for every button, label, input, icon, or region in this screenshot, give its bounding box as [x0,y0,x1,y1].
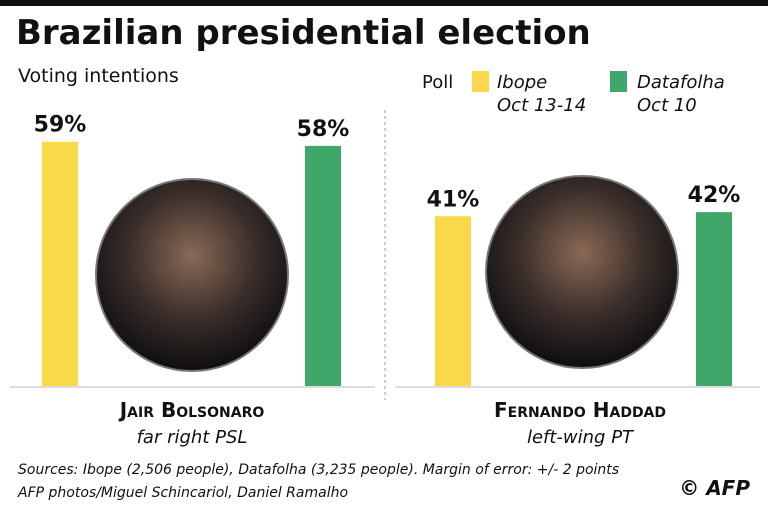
value-label: 58% [297,117,350,142]
bar [696,212,732,386]
legend-date: Oct 13-14 [497,95,586,116]
candidate-name: Jair Bolsonaro [118,398,265,422]
chart-title: Brazilian presidential election [16,13,591,53]
bar [305,145,341,386]
candidate-party: far right PSL [137,427,248,448]
candidate-photo [95,178,289,372]
subtitle: Voting intentions [18,65,179,87]
photo-credit: AFP photos/Miguel Schincariol, Daniel Ra… [17,485,348,501]
candidate-name: Fernando Haddad [494,398,666,422]
legend-title: Poll [422,72,453,93]
value-label: 59% [34,113,87,138]
legend-label: Datafolha [637,72,725,93]
bar [435,216,471,386]
top-bar [0,0,768,6]
legend-date: Oct 10 [637,95,697,116]
value-label: 41% [427,187,480,212]
legend-swatch [610,71,627,92]
legend-swatch [472,71,489,92]
afp-logo: © AFP [679,476,750,500]
legend-label: Ibope [497,72,547,93]
candidate-party: left-wing PT [527,427,635,448]
source-note: Sources: Ibope (2,506 people), Datafolha… [18,462,619,478]
candidate-photo [485,175,679,369]
bar [42,141,78,386]
value-label: 42% [688,183,741,208]
